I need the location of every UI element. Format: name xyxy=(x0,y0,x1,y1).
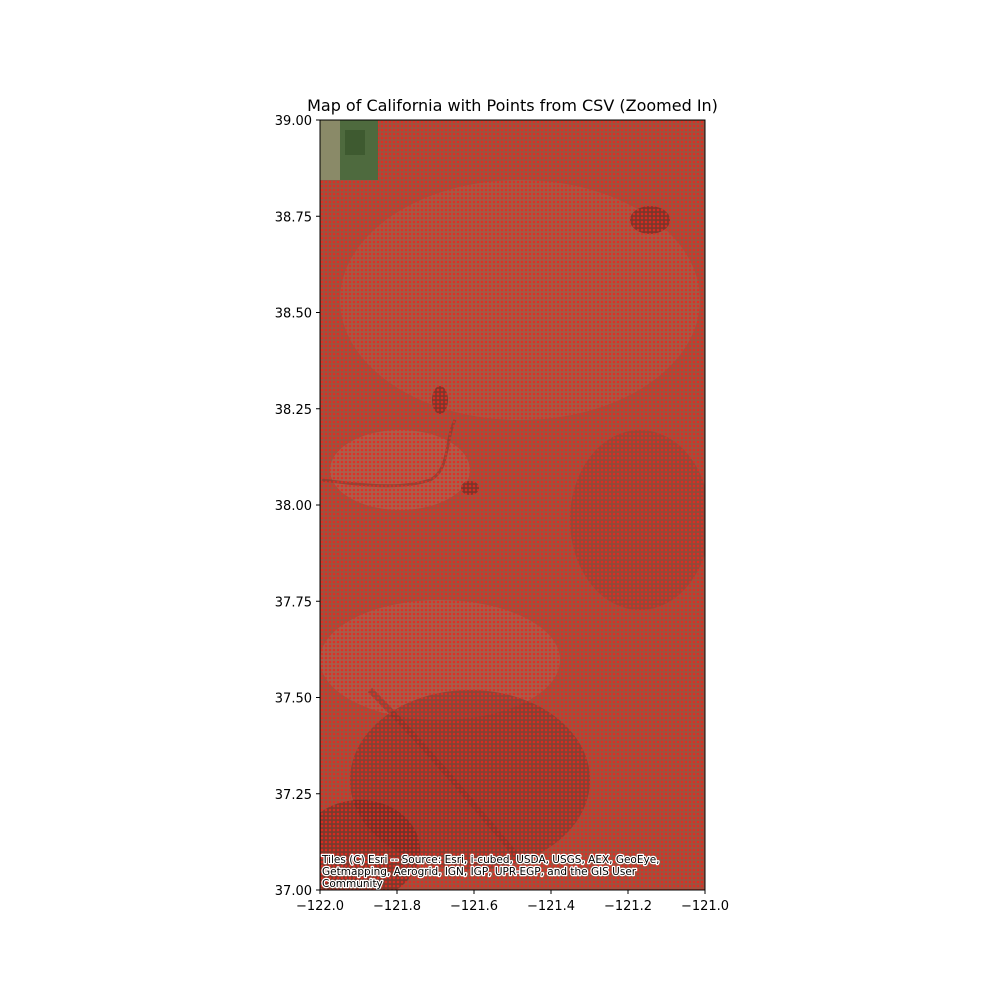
chart-title: Map of California with Points from CSV (… xyxy=(307,96,718,115)
csv-points xyxy=(320,120,705,890)
x-axis: −122.0 −121.8 −121.6 −121.4 −121.2 −121.0 xyxy=(296,890,729,914)
y-tick-label: 38.75 xyxy=(275,210,312,225)
x-tick-label: −121.8 xyxy=(373,899,421,914)
y-tick-label: 38.00 xyxy=(275,499,312,514)
x-tick-label: −121.6 xyxy=(450,899,498,914)
y-tick-label: 39.00 xyxy=(275,114,312,129)
y-tick-label: 38.25 xyxy=(275,403,312,418)
plot-area: Tiles (C) Esri -- Source: Esri, i-cubed,… xyxy=(320,120,705,890)
y-tick-label: 37.00 xyxy=(275,884,312,899)
attribution-line-2: Getmapping, Aerogrid, IGN, IGP, UPR-EGP,… xyxy=(322,866,637,878)
x-tick-label: −121.4 xyxy=(527,899,575,914)
y-tick-label: 38.50 xyxy=(275,307,312,322)
y-tick-label: 37.75 xyxy=(275,595,312,610)
point-grid xyxy=(320,120,705,890)
x-tick-label: −121.2 xyxy=(604,899,652,914)
basemap-attribution: Tiles (C) Esri -- Source: Esri, i-cubed,… xyxy=(320,853,661,890)
x-tick-label: −122.0 xyxy=(296,899,344,914)
y-axis: 37.00 37.25 37.50 37.75 38.00 38.25 38.50 38.75… xyxy=(275,114,320,899)
y-tick-label: 37.25 xyxy=(275,788,312,803)
y-tick-label: 37.50 xyxy=(275,692,312,707)
x-tick-label: −121.0 xyxy=(681,899,729,914)
attribution-line-3: Community xyxy=(322,878,383,890)
attribution-line-1: Tiles (C) Esri -- Source: Esri, i-cubed,… xyxy=(321,854,660,866)
